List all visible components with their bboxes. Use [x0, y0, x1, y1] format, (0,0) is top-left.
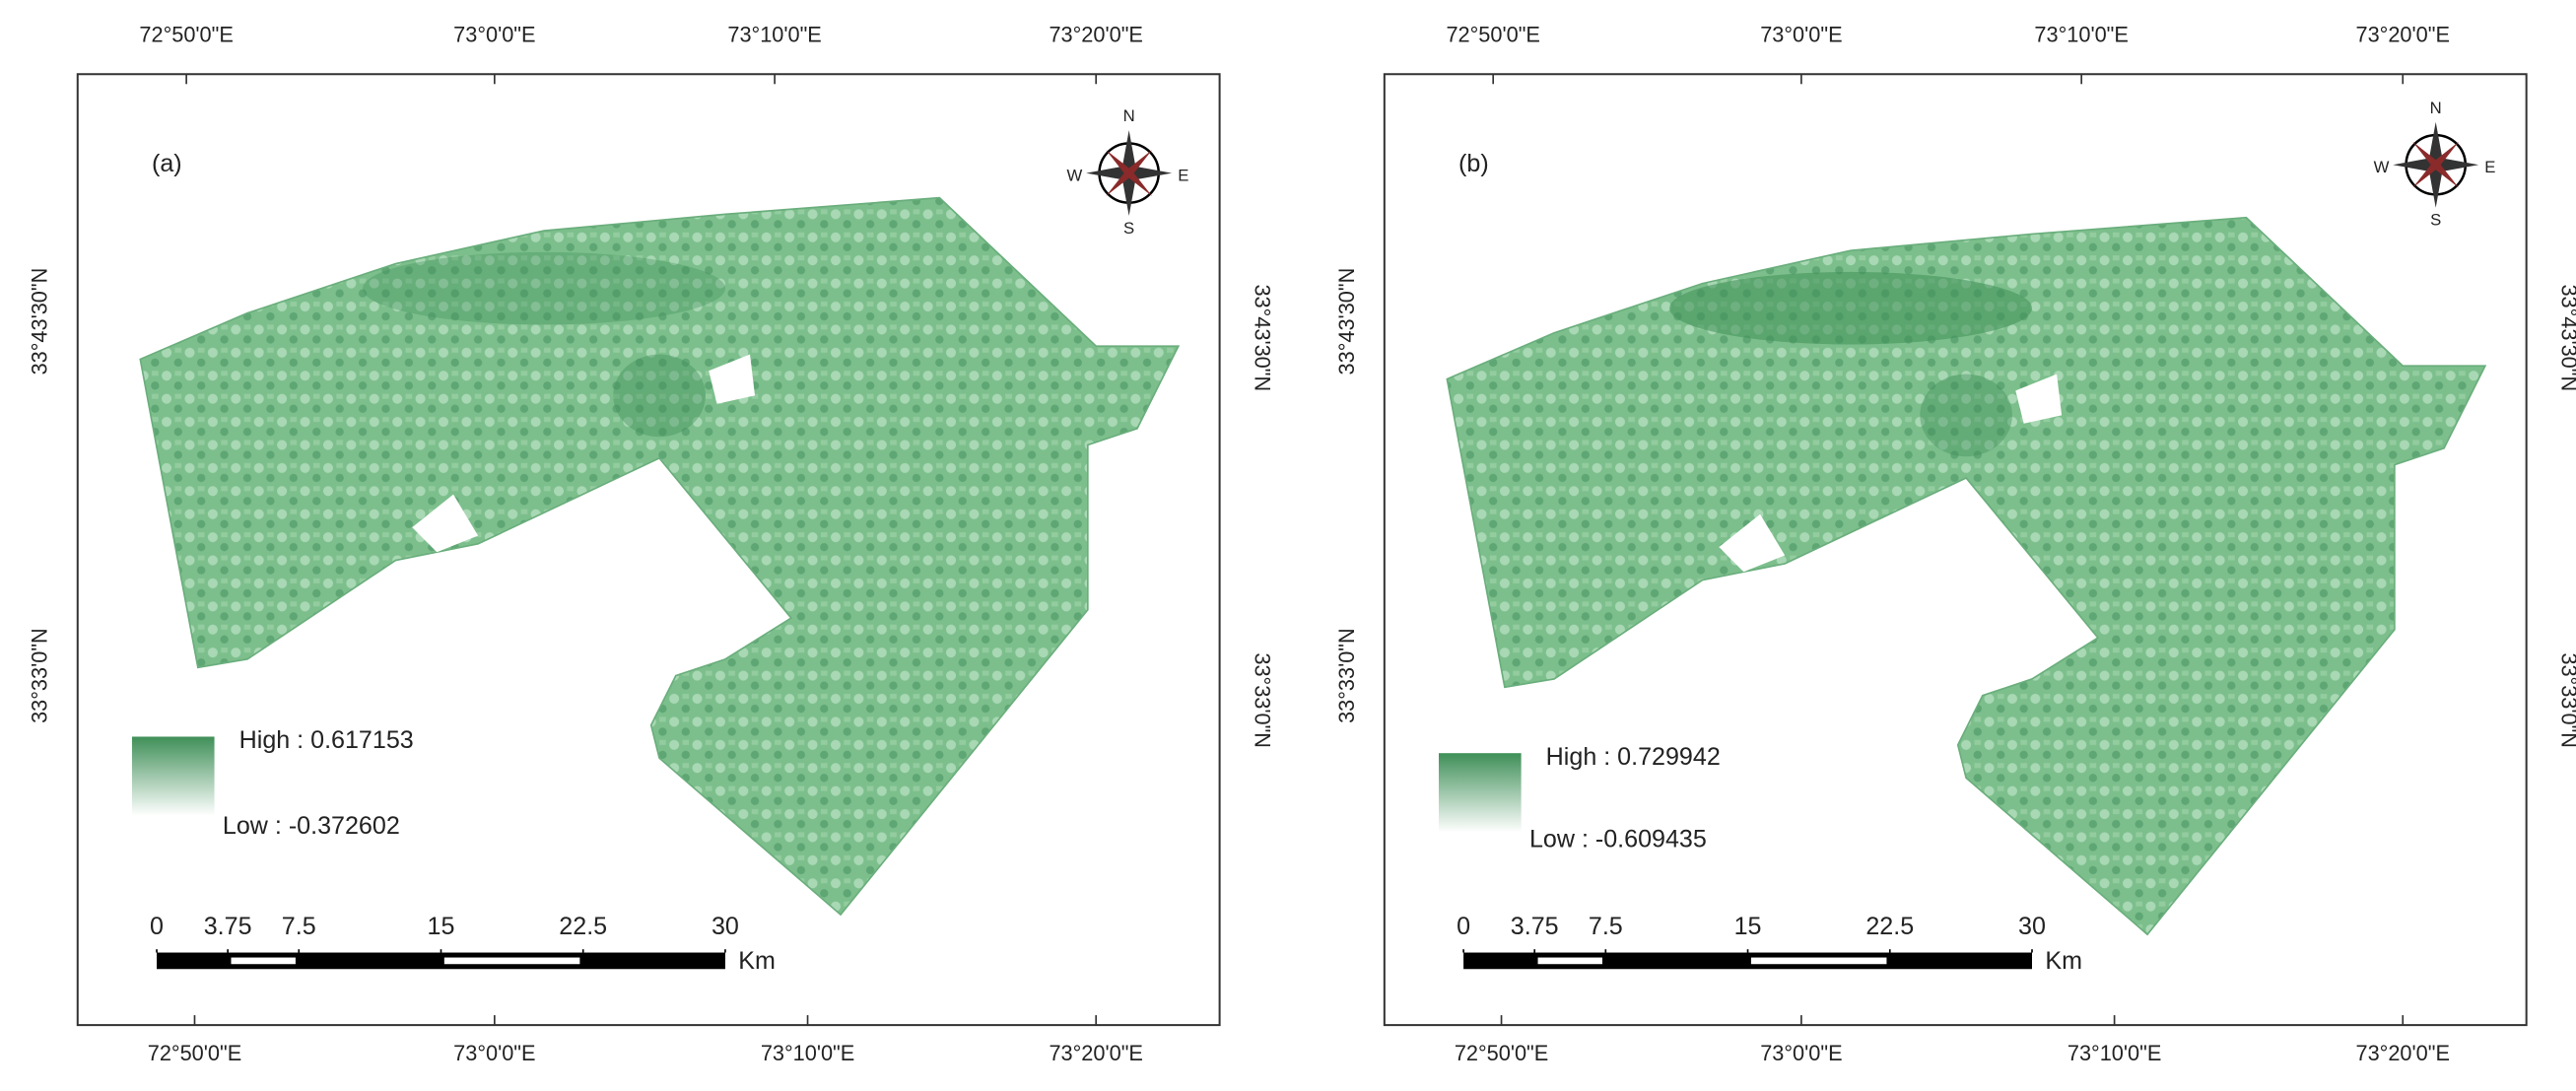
bottom-coordinate-label: 73°10'0"E — [761, 1041, 854, 1065]
compass-n: N — [2430, 99, 2442, 117]
legend-high: High : 0.617153 — [239, 726, 414, 754]
scale-bar-label: 7.5 — [282, 913, 316, 940]
compass-w: W — [2374, 158, 2390, 176]
left-coordinate-label: 33°33'0"N — [1334, 628, 1359, 723]
compass-star — [1106, 150, 1153, 196]
panel-label: (b) — [1458, 150, 1489, 177]
compass-e: E — [1178, 166, 1188, 184]
compass-s: S — [2430, 210, 2441, 229]
dense-zone — [363, 251, 725, 325]
legend-ramp — [131, 736, 215, 816]
scale-bar-label: 3.75 — [204, 913, 252, 940]
top-coordinate-label: 73°10'0"E — [727, 23, 821, 47]
legend-high: High : 0.729942 — [1546, 743, 1721, 771]
scale-bar-segment — [1537, 957, 1602, 965]
study-area — [1446, 216, 2487, 936]
legend-ramp — [1439, 753, 1522, 833]
scale-bar-unit: Km — [2045, 947, 2082, 975]
scale-bar-frame — [1463, 952, 2033, 970]
scale-bar-label: 3.75 — [1511, 913, 1559, 940]
scale-bar-label: 30 — [2018, 913, 2046, 940]
scale-bar-label: 7.5 — [1589, 913, 1623, 940]
scale-bar-label: 22.5 — [559, 913, 607, 940]
hole — [1719, 513, 1786, 573]
top-coordinate-label: 73°10'0"E — [2034, 23, 2128, 47]
scale-bar-unit: Km — [738, 947, 776, 975]
top-coordinate-label: 73°20'0"E — [2356, 23, 2450, 47]
hole — [2015, 374, 2063, 424]
compass-e: E — [2484, 158, 2495, 176]
hole — [412, 494, 479, 553]
legend-low: Low : -0.372602 — [223, 812, 400, 840]
scale-bar-label: 30 — [712, 913, 739, 940]
right-coordinate-label: 33°33'0"N — [2557, 652, 2576, 748]
bottom-coordinate-label: 72°50'0"E — [148, 1041, 241, 1065]
bottom-coordinate-label: 73°0'0"E — [453, 1041, 535, 1065]
left-coordinate-label: 33°33'0"N — [28, 628, 52, 723]
panel-label: (a) — [152, 150, 182, 177]
compass-star — [2412, 141, 2460, 188]
compass-n: N — [1123, 106, 1135, 125]
right-coordinate-label: 33°33'0"N — [1251, 652, 1275, 748]
map-panel: (a) 72°50'0"E 73°0'0"E 73°10'0"E 73°20'0"E 72… — [28, 23, 1275, 1065]
study-area — [139, 196, 1181, 917]
left-coordinate-label: 33°43'30"N — [1334, 268, 1359, 375]
scale-bar-segment — [443, 957, 580, 965]
top-coordinate-label: 72°50'0"E — [1446, 23, 1539, 47]
scale-bar-segment — [231, 957, 296, 965]
bottom-coordinate-label: 72°50'0"E — [1455, 1041, 1548, 1065]
bottom-coordinate-label: 73°0'0"E — [1760, 1041, 1842, 1065]
top-coordinate-label: 73°0'0"E — [1760, 23, 1842, 47]
bottom-coordinate-label: 73°10'0"E — [2068, 1041, 2161, 1065]
scale-bar-label: 0 — [1457, 913, 1470, 940]
dense-zone — [1920, 374, 2012, 457]
top-coordinate-label: 73°20'0"E — [1049, 23, 1142, 47]
top-coordinate-label: 72°50'0"E — [139, 23, 233, 47]
top-coordinate-label: 73°0'0"E — [453, 23, 535, 47]
dense-zone — [613, 354, 706, 438]
dense-zone — [1669, 271, 2033, 345]
scale-bar-label: 15 — [1734, 913, 1762, 940]
scale-bar-label: 15 — [428, 913, 455, 940]
left-coordinate-label: 33°43'30"N — [28, 268, 52, 375]
right-coordinate-label: 33°43'30"N — [1251, 284, 1275, 391]
scale-bar-label: 22.5 — [1865, 913, 1914, 940]
compass-w: W — [1067, 166, 1083, 184]
hole — [709, 354, 756, 404]
right-coordinate-label: 33°43'30"N — [2557, 284, 2576, 391]
legend-low: Low : -0.609435 — [1529, 825, 1707, 852]
compass-s: S — [1123, 219, 1134, 238]
map-panel: (b) 72°50'0"E 73°0'0"E 73°10'0"E 73°20'0"E 72… — [1334, 23, 2576, 1065]
scale-bar-segment — [1750, 957, 1887, 965]
bottom-coordinate-label: 73°20'0"E — [1049, 1041, 1142, 1065]
bottom-coordinate-label: 73°20'0"E — [2356, 1041, 2450, 1065]
scale-bar-frame — [157, 952, 725, 970]
scale-bar-label: 0 — [150, 913, 164, 940]
